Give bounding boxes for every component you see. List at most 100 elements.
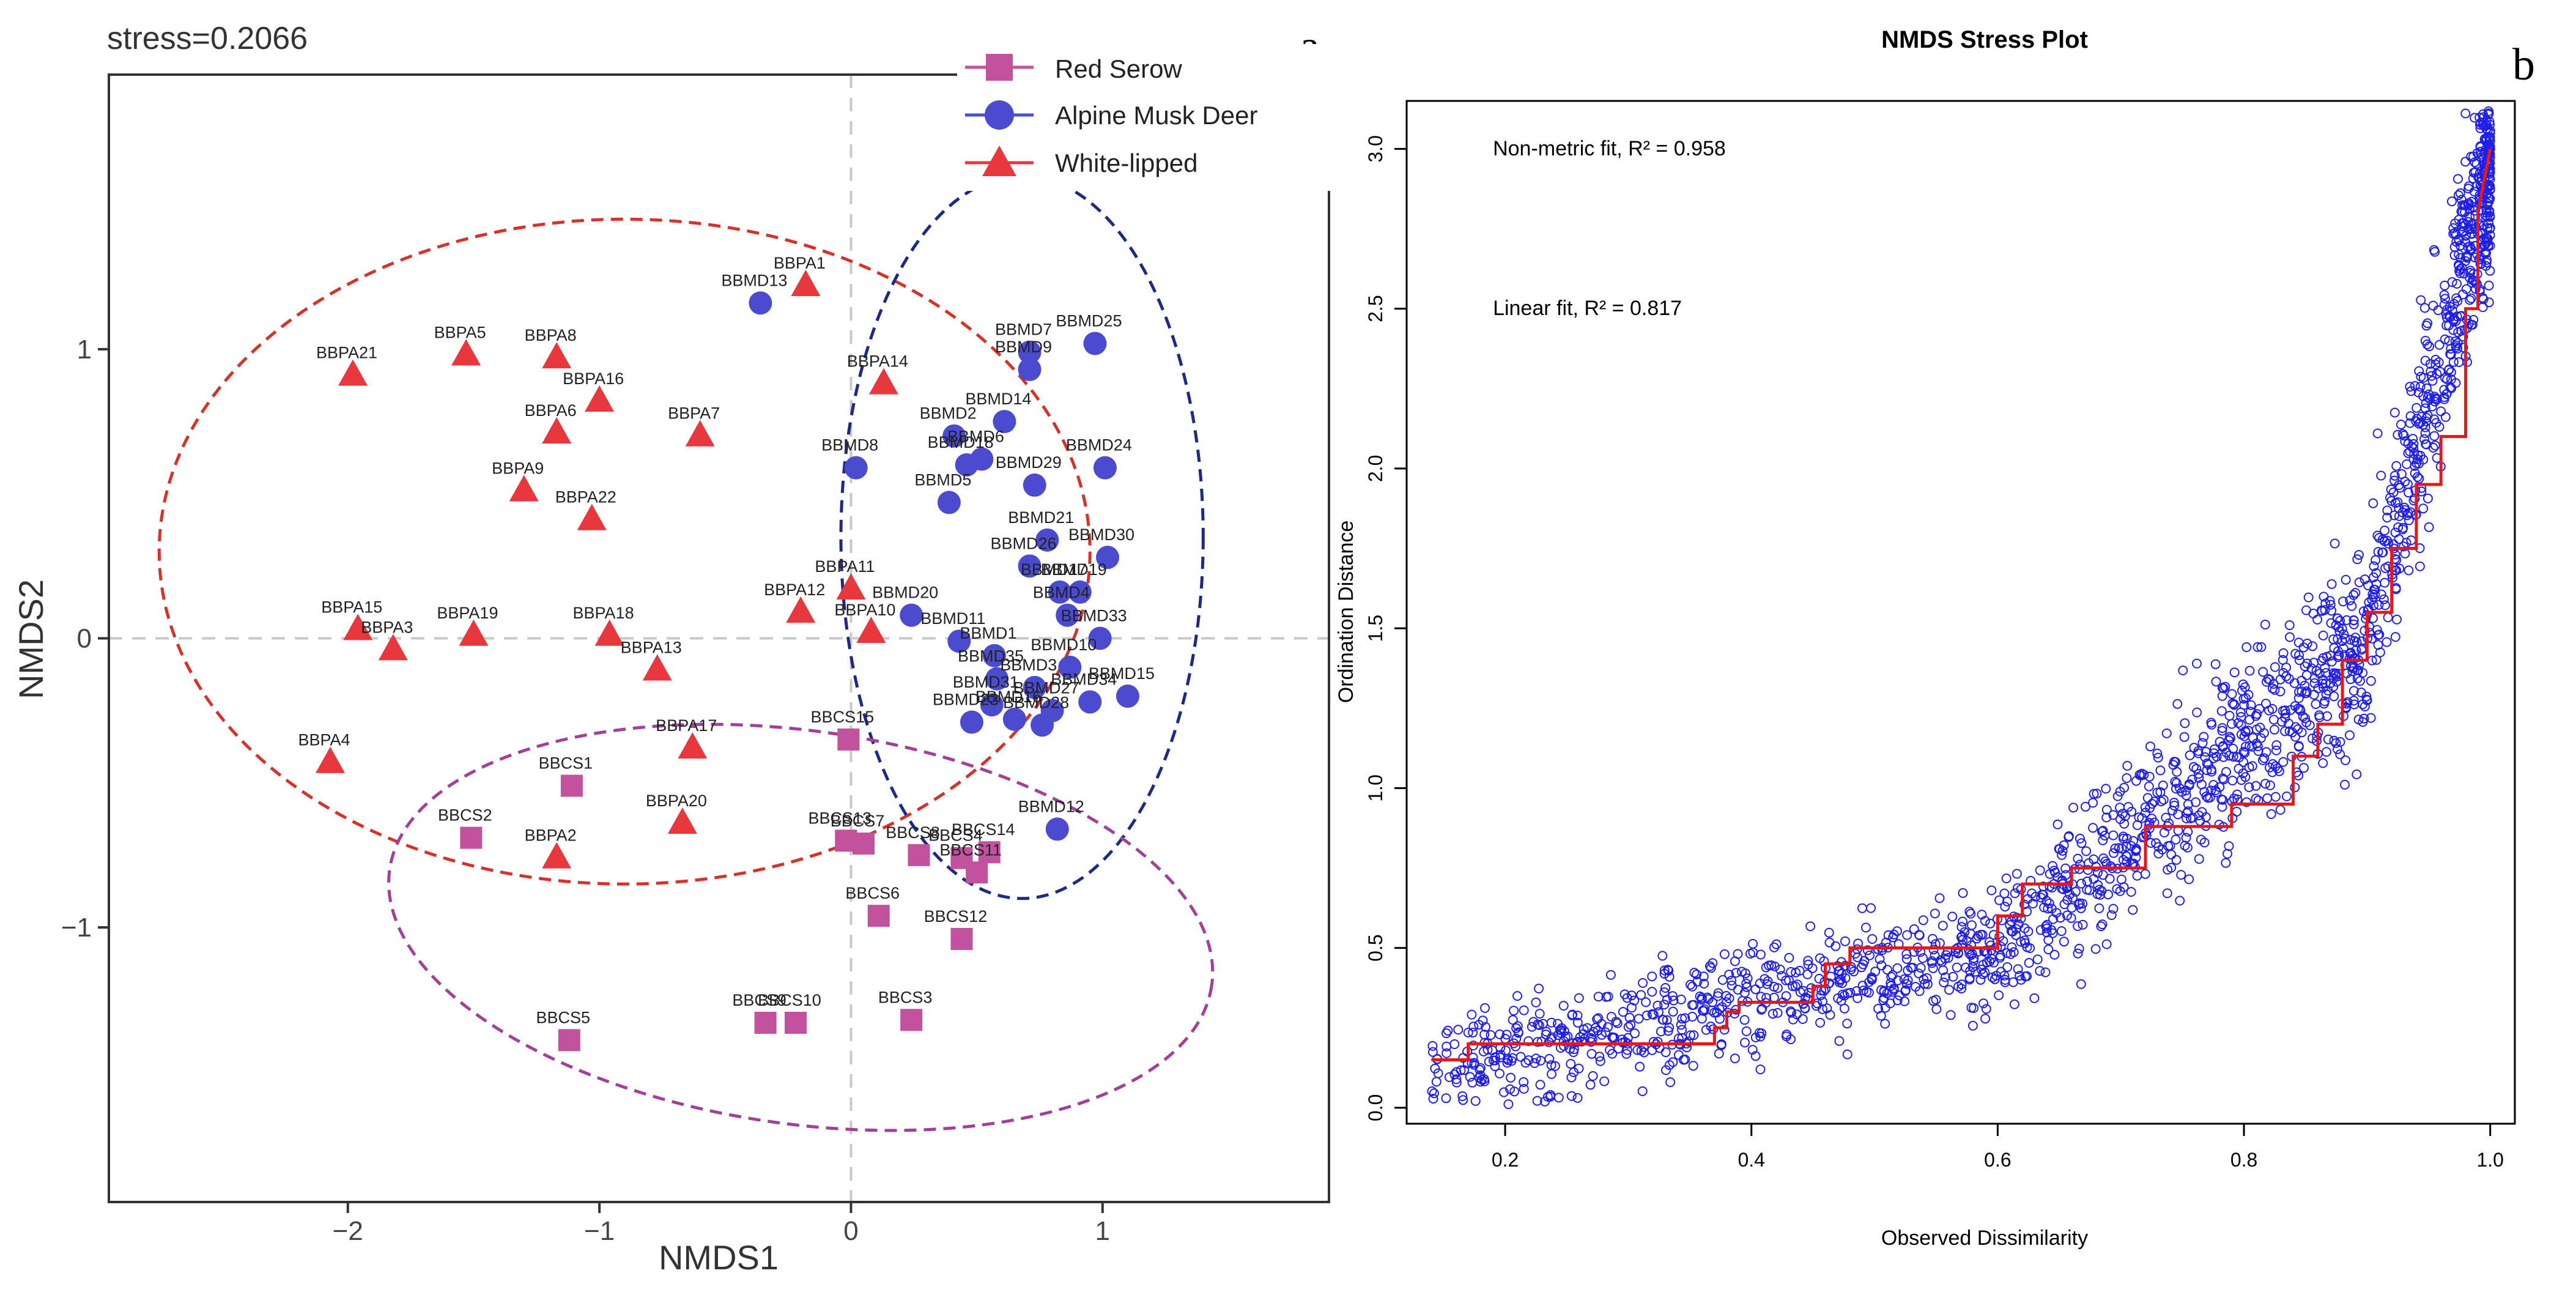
stress-point	[1428, 1094, 1438, 1104]
stress-point	[2475, 252, 2485, 262]
stress-point	[1512, 1021, 1523, 1031]
stress-point	[1664, 1022, 1675, 1033]
stress-point	[2015, 971, 2025, 981]
stress-point	[1523, 1055, 1534, 1066]
point-BBPA18	[594, 619, 624, 646]
stress-point	[2471, 158, 2482, 169]
point-BBMD26	[1018, 554, 1042, 578]
stress-point	[1880, 1003, 1890, 1013]
point-BBPA3	[378, 634, 408, 661]
stress-point	[2280, 726, 2290, 737]
stress-point	[1893, 975, 1903, 985]
stress-point	[2162, 888, 2172, 899]
stress-point	[2227, 698, 2238, 708]
panel-b-plot-frame	[1405, 100, 2516, 1125]
stress-point	[2025, 943, 2035, 953]
point-label-BBCS1: BBCS1	[539, 754, 593, 773]
stress-point	[2319, 592, 2329, 602]
stress-point	[1969, 1003, 1979, 1013]
stress-point	[1468, 1022, 1479, 1032]
point-label-BBCS15: BBCS15	[811, 708, 875, 726]
stress-point	[2216, 706, 2227, 716]
stress-point	[1480, 1003, 1490, 1013]
stress-point	[2397, 469, 2407, 479]
stress-point	[2318, 630, 2328, 640]
stress-point	[2412, 455, 2422, 464]
stress-point	[2192, 707, 2202, 718]
stress-point	[2142, 793, 2153, 803]
point-BBPA12	[786, 596, 816, 623]
stress-point	[1605, 970, 1616, 980]
stress-point	[2348, 615, 2359, 625]
stress-point	[1864, 977, 1875, 987]
point-BBMD1	[982, 644, 1006, 667]
stress-point	[2452, 344, 2463, 354]
stress-point	[2368, 613, 2378, 623]
stress-point	[1712, 991, 1723, 1001]
stress-point	[1653, 1000, 1663, 1011]
stress-point	[1544, 1054, 1555, 1064]
stress-point	[2322, 747, 2331, 757]
point-label-BBPA22: BBPA22	[555, 488, 616, 506]
stress-point	[2241, 693, 2251, 703]
stress-point	[1535, 1080, 1545, 1090]
stress-point	[1934, 893, 1945, 904]
stress-point	[1546, 1060, 1556, 1071]
stress-point	[1665, 1077, 1676, 1088]
stress-point	[2405, 411, 2416, 421]
stress-point	[1457, 1091, 1468, 1101]
stress-point	[2422, 318, 2433, 328]
stress-point	[2126, 806, 2137, 817]
stress-point	[2281, 671, 2292, 681]
point-label-BBMD25: BBMD25	[1056, 311, 1122, 330]
stress-point	[2194, 854, 2204, 864]
point-BBPA19	[459, 619, 489, 646]
stress-point	[1556, 1025, 1566, 1035]
point-label-BBMD13: BBMD13	[721, 271, 787, 289]
stress-point	[1730, 1009, 1740, 1019]
stress-point	[2366, 676, 2376, 686]
stress-point	[2402, 459, 2412, 469]
stress-point	[1508, 1015, 1518, 1025]
stress-point	[1479, 1030, 1490, 1040]
stress-point	[1894, 990, 1904, 1001]
stress-point	[2055, 913, 2065, 923]
stress-point	[1795, 987, 1805, 997]
stress-point	[2241, 642, 2252, 652]
stress-point	[2454, 215, 2464, 225]
stress-point	[1676, 994, 1686, 1004]
stress-point	[2024, 958, 2034, 968]
stress-point	[1742, 982, 1752, 992]
stress-point	[1636, 990, 1646, 1000]
stress-point	[2182, 814, 2192, 823]
stress-point	[2246, 707, 2256, 717]
stress-point	[2366, 713, 2376, 723]
stress-point	[1659, 987, 1670, 998]
stress-point	[2335, 615, 2345, 626]
panel-a-nmds-ordination: stress=0.2066 a BBPA1BBPA5BBPA8BBPA21BBP…	[12, 21, 1336, 1277]
point-BBCS8	[908, 844, 930, 866]
stress-point	[2396, 420, 2406, 429]
stress-point	[2193, 746, 2204, 756]
stress-point	[2161, 728, 2172, 738]
stress-point	[1739, 988, 1750, 998]
stress-point	[2455, 188, 2465, 198]
stress-point	[2233, 718, 2243, 728]
stress-point	[2320, 598, 2331, 609]
stress-point	[1762, 979, 1772, 989]
stress-point	[2002, 962, 2013, 972]
stress-point	[1717, 975, 1728, 985]
stress-point	[1766, 960, 1777, 970]
stress-point	[1930, 908, 1940, 919]
point-label-BBMD11: BBMD11	[920, 609, 985, 628]
stress-point	[1689, 1000, 1699, 1010]
point-label-BBMD18: BBMD18	[928, 433, 994, 451]
stress-point	[2340, 633, 2350, 644]
stress-point	[1892, 963, 1903, 973]
stress-point	[2153, 842, 2164, 852]
point-label-BBCS3: BBCS3	[878, 988, 933, 1006]
stress-point	[2367, 595, 2377, 605]
stress-point	[1837, 989, 1848, 1000]
stress-point	[1837, 978, 1847, 989]
stress-point	[1815, 1017, 1826, 1028]
